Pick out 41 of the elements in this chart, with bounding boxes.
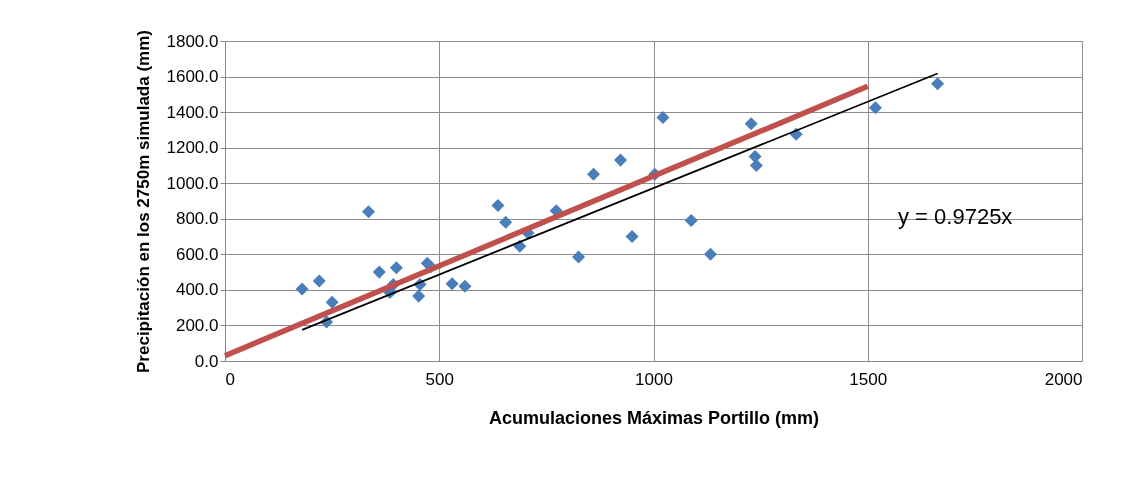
point (586, 167, 601, 181)
point (656, 110, 670, 124)
y-tick-label: 1600.0 (166, 67, 219, 87)
x-tick-label: 1000 (635, 369, 673, 389)
annotation: y = 0.9725x (898, 204, 1013, 229)
x-axis-title: Acumulaciones Máximas Portillo (mm) (488, 407, 820, 428)
point (412, 289, 426, 303)
x-tick-label: 1500 (849, 369, 888, 389)
point (491, 198, 505, 212)
point (684, 214, 698, 228)
point (372, 265, 386, 279)
point (499, 215, 513, 229)
point (362, 205, 376, 219)
y-tick-label: 400.0 (175, 280, 219, 300)
y-tick-label: 0.0 (194, 351, 219, 371)
point (868, 101, 882, 115)
point (703, 247, 718, 261)
y-tick-label: 600.0 (175, 244, 219, 264)
point (325, 295, 339, 309)
y-tick-label: 1200.0 (166, 138, 219, 158)
point (458, 279, 472, 293)
y-tick-label: 800.0 (175, 209, 219, 229)
x-tick-label: 2000 (1044, 369, 1083, 389)
y-tick-label: 1400.0 (166, 102, 219, 122)
y-axis-title: Precipitación en los 2750m simulada (mm) (133, 30, 153, 373)
point (295, 282, 309, 296)
point (389, 261, 403, 275)
x-tick-label: 0 (225, 369, 235, 389)
point (571, 250, 586, 264)
y-tick-label: 1000.0 (166, 173, 219, 193)
point (749, 158, 763, 172)
y-tick-label: 1800.0 (166, 31, 219, 51)
x-tick-label: 500 (425, 369, 454, 389)
point (312, 274, 326, 288)
y-tick-label: 200.0 (175, 315, 219, 335)
point (445, 277, 459, 291)
point (744, 117, 758, 131)
point (625, 230, 639, 244)
point (931, 77, 945, 91)
point (748, 150, 762, 164)
point (613, 153, 628, 167)
